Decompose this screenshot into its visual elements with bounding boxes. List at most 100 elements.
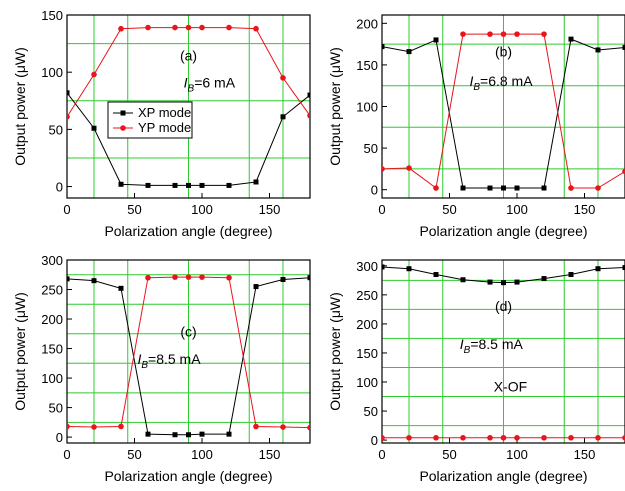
- x-tick-label: 0: [63, 447, 70, 462]
- series-xp-mode: [382, 36, 625, 191]
- x-tick-label: 0: [378, 202, 385, 217]
- x-tick-label: 150: [574, 447, 596, 462]
- data-point: [514, 31, 520, 37]
- data-point: [91, 424, 97, 430]
- y-tick-label: 100: [41, 371, 63, 386]
- current-symbol: I: [137, 351, 141, 367]
- data-point: [568, 434, 574, 441]
- x-tick-label: 0: [63, 202, 70, 217]
- data-point: [622, 168, 625, 175]
- y-tick-label: 50: [364, 404, 378, 419]
- data-point: [514, 279, 520, 285]
- series-xp-mode: [382, 264, 625, 286]
- chart-panel-1: 0 50 100 150 0 50 100 150 Polarization angle (de…: [12, 8, 311, 239]
- y-tick-label: 100: [356, 100, 378, 115]
- y-tick-label: 0: [56, 430, 63, 445]
- current-subscript: B: [188, 84, 195, 95]
- extra-annotation: X-OF: [494, 378, 527, 394]
- x-axis-label: Polarization angle (degree): [419, 223, 587, 239]
- x-tick-label: 0: [378, 447, 385, 462]
- data-point: [253, 423, 259, 430]
- current-annotation: IB=6.8 mA: [469, 73, 533, 93]
- y-tick-label: 150: [356, 346, 378, 361]
- x-axis-label: Polarization angle (degree): [419, 468, 587, 484]
- x-tick-label: 100: [191, 447, 213, 462]
- data-point: [307, 275, 310, 281]
- y-tick-label: 50: [49, 122, 63, 137]
- data-point: [460, 31, 466, 37]
- data-point: [595, 434, 601, 441]
- plot-frame: [66, 14, 311, 199]
- chart-panel-3: 0 50 100 150 0 50 100 150 200 250 300 Polarization …: [12, 253, 311, 484]
- series-xp-mode: [67, 275, 310, 438]
- data-point: [118, 285, 124, 291]
- data-point: [406, 434, 412, 441]
- data-point: [172, 182, 178, 188]
- x-tick-label: 150: [259, 202, 281, 217]
- data-point: [307, 92, 310, 98]
- chart-panel-2: 0 50 100 150 0 50 100 150 200 Polarization angle …: [327, 14, 625, 239]
- data-point: [406, 165, 412, 171]
- data-point: [500, 31, 507, 37]
- current-annotation: IB=8.5 mA: [137, 351, 201, 371]
- x-tick-label: 50: [442, 202, 456, 217]
- y-tick-label: 100: [356, 375, 378, 390]
- data-point: [172, 24, 178, 31]
- data-point: [199, 182, 205, 188]
- data-point: [172, 432, 178, 438]
- y-tick-label: 200: [356, 317, 378, 332]
- data-point: [433, 185, 439, 191]
- x-axis-label: Polarization angle (degree): [104, 468, 272, 484]
- current-symbol: I: [460, 336, 464, 352]
- legend-marker: [120, 110, 126, 116]
- data-point: [118, 181, 124, 187]
- data-point: [595, 185, 601, 191]
- data-point: [622, 434, 625, 441]
- data-point: [382, 434, 385, 441]
- data-point: [541, 185, 547, 191]
- y-tick-label: 100: [41, 65, 63, 80]
- current-subscript: B: [141, 360, 148, 371]
- data-point: [199, 24, 205, 31]
- data-point: [67, 276, 70, 282]
- data-point: [253, 25, 259, 32]
- data-point: [67, 90, 70, 96]
- y-tick-label: 200: [356, 16, 378, 31]
- y-tick-label: 300: [356, 259, 378, 274]
- data-point: [199, 431, 205, 437]
- data-point: [145, 274, 151, 281]
- data-point: [541, 276, 547, 282]
- data-point: [118, 25, 124, 32]
- current-value: =6 mA: [194, 75, 236, 91]
- data-point: [382, 44, 385, 50]
- data-point: [145, 24, 151, 31]
- data-point: [406, 266, 412, 272]
- data-point: [541, 434, 547, 441]
- data-point: [406, 49, 412, 55]
- current-symbol: I: [469, 73, 473, 89]
- x-axis-label: Polarization angle (degree): [104, 223, 272, 239]
- data-point: [622, 265, 625, 271]
- data-point: [280, 276, 286, 282]
- data-point: [226, 274, 232, 281]
- data-point: [307, 424, 310, 431]
- data-point: [568, 36, 574, 42]
- data-point: [460, 434, 466, 441]
- data-point: [185, 274, 192, 280]
- chart-panel-4: 0 50 100 150 0 50 100 150 200 250 300 Polarization …: [327, 259, 625, 484]
- x-tick-label: 50: [127, 202, 141, 217]
- y-axis-label: Output power (μW): [327, 47, 343, 166]
- data-point: [186, 432, 191, 438]
- data-point: [172, 274, 178, 280]
- data-point: [307, 112, 310, 119]
- data-point: [145, 182, 151, 188]
- y-tick-label: 0: [371, 183, 378, 198]
- x-tick-label: 100: [506, 447, 528, 462]
- y-axis-label: Output power (μW): [327, 292, 343, 411]
- panel-label: (b): [495, 44, 512, 60]
- current-subscript: B: [464, 345, 471, 356]
- series-xp-mode: [67, 90, 310, 188]
- x-tick-label: 50: [127, 447, 141, 462]
- plot-frame: [66, 259, 311, 444]
